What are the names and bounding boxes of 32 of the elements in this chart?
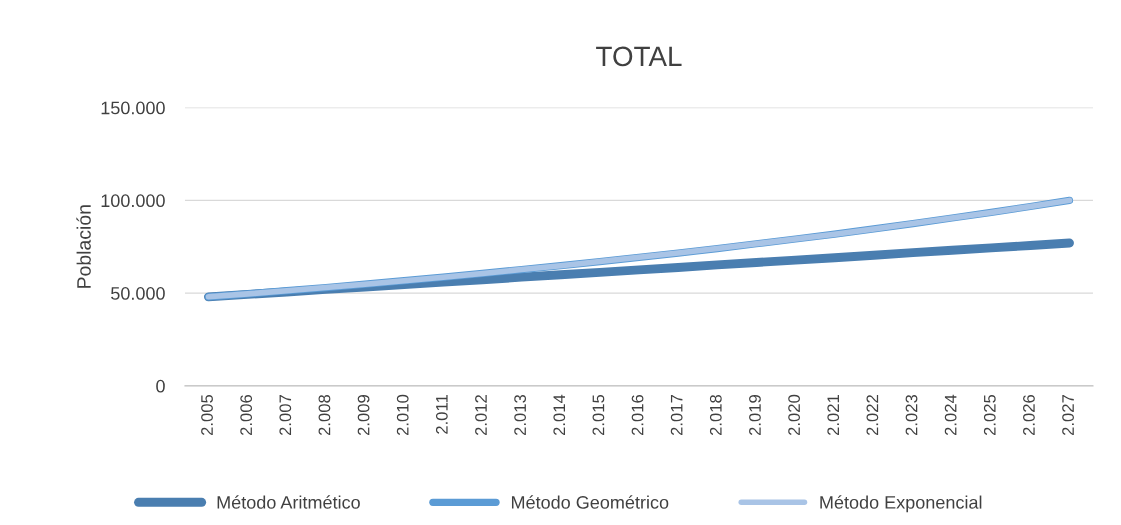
x-tick-label: 2.023 xyxy=(905,394,918,436)
legend-label: Método Geométrico xyxy=(511,495,669,509)
x-tick-label: 2.012 xyxy=(475,395,487,436)
x-tick-label: 2.025 xyxy=(983,394,996,436)
y-tick-label: 0 xyxy=(156,379,165,393)
x-tick-label: 2.008 xyxy=(318,394,331,436)
y-tick-label: 150.000 xyxy=(101,101,165,115)
x-tick-label: 2.017 xyxy=(670,395,683,436)
x-tick-label: 2.009 xyxy=(357,394,370,436)
x-tick-label: 2.015 xyxy=(592,394,605,436)
x-tick-label: 2.016 xyxy=(631,394,644,436)
x-tick-label: 2.024 xyxy=(944,394,957,436)
legend-label: Método Exponencial xyxy=(820,495,982,513)
x-tick-label: 2.010 xyxy=(396,394,409,436)
x-tick-label: 2.007 xyxy=(279,395,292,436)
y-tick-label: 50.000 xyxy=(111,287,165,300)
x-tick-label: 2.026 xyxy=(1023,394,1035,436)
x-tick-label: 2.018 xyxy=(709,394,722,436)
x-tick-label: 2.006 xyxy=(240,394,253,436)
x-tick-label: 2.014 xyxy=(553,394,566,436)
x-tick-label: 2.022 xyxy=(866,395,879,436)
x-tick-label: 2.027 xyxy=(1062,395,1074,436)
x-tick-label: 2.011 xyxy=(435,395,448,434)
legend-label: Método Aritmético xyxy=(217,495,360,509)
y-axis-title: Población xyxy=(76,205,91,288)
x-tick-label: 2.005 xyxy=(201,394,213,436)
chart-title: TOTAL xyxy=(596,46,682,67)
x-tick-label: 2.013 xyxy=(514,394,527,436)
y-tick-label: 100.000 xyxy=(101,194,165,208)
x-tick-label: 2.021 xyxy=(827,395,840,436)
x-tick-label: 2.019 xyxy=(749,394,761,436)
x-tick-label: 2.020 xyxy=(788,394,800,436)
